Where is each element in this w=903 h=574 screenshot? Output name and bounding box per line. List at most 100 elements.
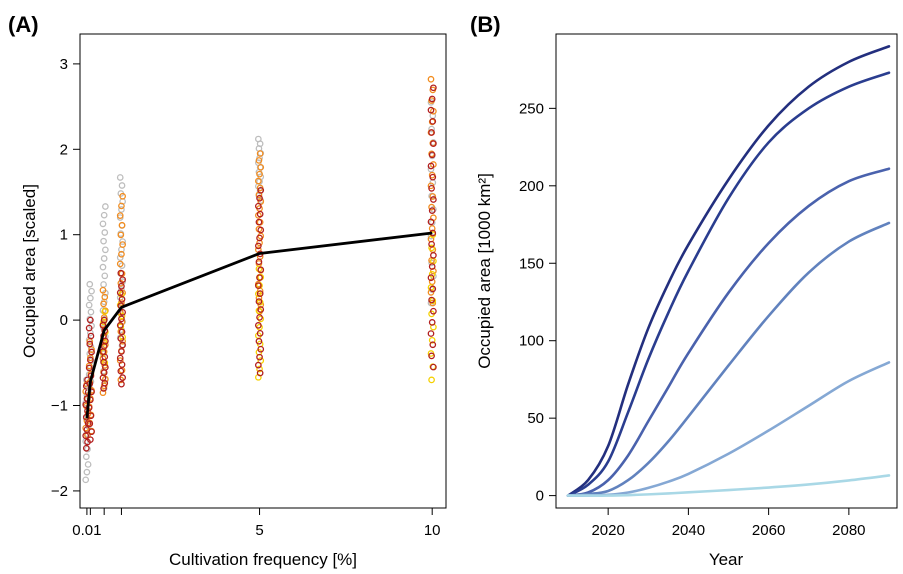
scatter-point — [84, 461, 92, 468]
scatter-point — [427, 330, 435, 337]
y-tick-label: 3 — [60, 56, 68, 73]
scatter-point — [82, 453, 90, 461]
scatter-point — [116, 289, 124, 297]
panel-b-label: (B) — [470, 12, 501, 37]
scatter-point — [429, 117, 437, 125]
scatter-point — [256, 274, 263, 282]
panel-b: (B) 0 50 100 150 200 250 2020 2040 2060 2080 Yea… — [470, 12, 898, 569]
scatter-point — [116, 174, 124, 181]
scatter-point — [256, 194, 263, 202]
scatter-point — [427, 106, 435, 114]
scatter-point — [430, 196, 437, 203]
panel-a-label: (A) — [8, 12, 39, 37]
scatter-point — [255, 157, 263, 164]
y-tick-label: 1 — [60, 227, 68, 244]
scatter-point — [117, 335, 125, 342]
scatter-point — [428, 336, 436, 344]
scatter-point — [116, 260, 124, 268]
y-tick-label: 250 — [519, 100, 544, 117]
scatter-point — [99, 286, 107, 294]
scatter-point — [428, 319, 436, 326]
scatter-point — [88, 348, 95, 356]
y-tick-label: 50 — [527, 410, 544, 427]
panel-a-plot-frame — [79, 33, 447, 509]
scatter-point — [85, 362, 93, 370]
scatter-point — [257, 345, 265, 353]
scatter-point — [429, 341, 437, 349]
series-line — [566, 71, 891, 497]
scatter-point — [119, 308, 126, 316]
x-tick-label: 2040 — [672, 522, 705, 539]
scatter-point — [118, 312, 126, 320]
scatter-point — [254, 322, 262, 329]
scatter-point — [119, 289, 126, 297]
scatter-point — [118, 295, 126, 303]
scatter-point — [430, 363, 437, 371]
scatter-point — [118, 250, 125, 258]
scatter-point — [118, 361, 126, 368]
scatter-point — [83, 468, 91, 476]
scatter-point — [257, 266, 265, 274]
scatter-point — [428, 225, 436, 232]
scatter-point — [254, 282, 262, 289]
y-tick-label: 150 — [519, 255, 544, 272]
panel-a-mean-line — [85, 231, 433, 419]
scatter-point — [430, 140, 437, 148]
panel-b-y-axis: 0 50 100 150 200 250 — [519, 100, 556, 505]
panel-b-x-axis: 2020 2040 2060 2080 — [591, 508, 866, 539]
scatter-point — [87, 332, 95, 340]
series-line — [566, 221, 891, 497]
scatter-point — [256, 365, 263, 373]
scatter-point — [255, 218, 263, 226]
scatter-point — [86, 340, 94, 348]
scatter-point — [88, 287, 95, 295]
scatter-point — [116, 212, 124, 219]
scatter-point — [87, 308, 95, 316]
scatter-point — [428, 270, 436, 278]
x-tick-label: 2060 — [752, 522, 785, 539]
scatter-point — [85, 324, 93, 332]
scatter-point — [87, 316, 94, 324]
panel-b-plot-frame — [555, 33, 898, 509]
panel-a-y-axis-title: Occupied area [scaled] — [20, 184, 39, 358]
scatter-point — [99, 220, 107, 228]
scatter-point — [117, 367, 125, 375]
scatter-point — [118, 182, 126, 189]
y-tick-label: 2 — [60, 141, 68, 158]
scatter-point — [254, 177, 262, 185]
series-line — [566, 167, 891, 497]
scatter-point — [255, 298, 263, 305]
scatter-point — [101, 293, 109, 301]
scatter-point — [256, 234, 263, 242]
scatter-point — [428, 125, 435, 133]
scatter-point — [256, 314, 263, 321]
scatter-point — [116, 322, 124, 329]
scatter-point — [118, 348, 125, 355]
scatter-point — [88, 346, 95, 353]
scatter-point — [86, 280, 94, 288]
y-tick-label: −2 — [51, 483, 68, 500]
panel-a: (A) −2 −1 0 1 2 3 0.01 5 10 Cultivation frequen… — [8, 12, 447, 569]
scatter-point — [119, 374, 126, 381]
scatter-point — [101, 272, 109, 280]
scatter-point — [256, 353, 263, 361]
scatter-point — [87, 294, 94, 302]
scatter-point — [118, 328, 126, 336]
scatter-point — [427, 75, 435, 83]
scatter-point — [117, 269, 125, 277]
scatter-point — [85, 301, 93, 309]
scatter-point — [118, 282, 125, 290]
scatter-point — [255, 294, 263, 302]
scatter-point — [118, 221, 126, 229]
scatter-point — [82, 432, 90, 440]
scatter-point — [254, 135, 262, 143]
scatter-point — [429, 285, 437, 293]
panel-b-series — [566, 45, 891, 497]
scatter-point — [87, 436, 94, 444]
scatter-point — [254, 202, 262, 210]
scatter-point — [256, 150, 264, 157]
y-tick-label: 0 — [536, 488, 544, 505]
y-tick-label: 0 — [60, 312, 68, 329]
x-tick-label: 0.01 — [72, 522, 101, 539]
scatter-point — [87, 356, 94, 364]
